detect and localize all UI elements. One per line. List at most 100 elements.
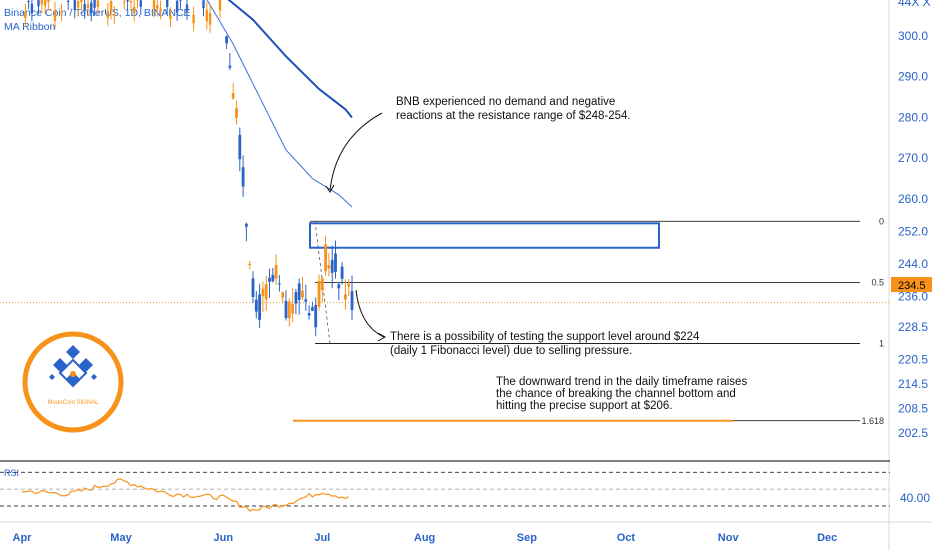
candle-body bbox=[208, 12, 212, 25]
candlesticks bbox=[24, 0, 354, 337]
time-tick-label: Aug bbox=[414, 532, 435, 544]
candle-body bbox=[96, 0, 100, 7]
symbol-title: Binance Coin / TetherUS, 1D, BINANCE bbox=[4, 7, 191, 19]
candle-body bbox=[86, 4, 90, 8]
candle-body bbox=[175, 0, 179, 13]
candle-body bbox=[133, 7, 136, 14]
price-tick-label: 290.0 bbox=[898, 70, 928, 84]
candle-body bbox=[202, 0, 205, 9]
ma-line-ma-fast bbox=[206, 0, 353, 208]
candle-body bbox=[90, 2, 93, 14]
candle-body bbox=[268, 277, 271, 282]
candle-body bbox=[139, 0, 142, 7]
price-axis[interactable]: 300.0 290.0 280.0 270.0 260.0 252.0 244.0 236.0… bbox=[898, 29, 928, 440]
annotation-trend-line3: hitting the precise support at $206. bbox=[496, 400, 672, 412]
candle-body bbox=[254, 299, 258, 312]
logo-center-dot bbox=[70, 371, 76, 377]
time-tick-label: Oct bbox=[617, 532, 636, 544]
candle-body bbox=[106, 11, 109, 18]
candle-body bbox=[228, 65, 232, 68]
candle-body bbox=[334, 253, 337, 272]
candle-body bbox=[231, 93, 235, 99]
candle-body bbox=[113, 14, 116, 17]
rsi-label: RSI bbox=[4, 468, 19, 478]
candle-body bbox=[47, 0, 50, 3]
annotation-resistance-line1: BNB experienced no demand and negative bbox=[396, 96, 615, 108]
price-tick-label: 280.0 bbox=[898, 110, 928, 124]
candle-body bbox=[159, 8, 162, 12]
fib-level-label: 1 bbox=[879, 338, 884, 348]
candle-body bbox=[245, 223, 248, 227]
time-tick-label: Apr bbox=[13, 532, 33, 544]
candle-body bbox=[93, 0, 96, 8]
time-axis[interactable]: Apr May Jun Jul Aug Sep Oct Nov Dec bbox=[13, 532, 838, 544]
price-tick-label: 270.0 bbox=[898, 151, 928, 165]
fibonacci-levels: 0 0.5 1 1.618 bbox=[0, 216, 890, 426]
arrow-support bbox=[355, 289, 385, 338]
price-tick-label: 208.5 bbox=[898, 402, 928, 416]
candle-body bbox=[109, 0, 113, 11]
candle-body bbox=[294, 292, 298, 304]
candle-body bbox=[304, 299, 308, 302]
candle-body bbox=[67, 0, 70, 2]
candle-body bbox=[248, 264, 252, 266]
logo-caption: MoonCoin SIGNAL bbox=[47, 400, 99, 406]
candle-body bbox=[24, 11, 27, 19]
candle-body bbox=[344, 294, 347, 300]
candle-body bbox=[274, 264, 278, 279]
price-tick-label: 244.0 bbox=[898, 257, 928, 271]
mooncoin-logo: MoonCoin SIGNAL bbox=[22, 331, 124, 433]
resistance-zone[interactable] bbox=[309, 222, 660, 249]
candle-body bbox=[251, 278, 255, 297]
candle-body bbox=[258, 294, 261, 320]
candle-body bbox=[152, 0, 156, 10]
rsi-pane bbox=[0, 471, 890, 512]
time-tick-label: Nov bbox=[718, 532, 740, 544]
fib-level-label: 0 bbox=[879, 216, 884, 226]
price-tick-label: 220.5 bbox=[898, 353, 928, 367]
candle-body bbox=[320, 278, 324, 291]
indicator-label: MA Ribbon bbox=[4, 21, 56, 33]
candle-body bbox=[291, 303, 294, 314]
time-tick-label: May bbox=[110, 532, 132, 544]
candle-body bbox=[327, 264, 331, 269]
price-tick-label: 214.5 bbox=[898, 377, 928, 391]
candle-body bbox=[271, 275, 275, 282]
annotation-trend-line2: the chance of breaking the channel botto… bbox=[496, 388, 736, 400]
arrow-support-head bbox=[377, 332, 387, 342]
candle-body bbox=[307, 312, 311, 316]
candle-body bbox=[350, 291, 354, 310]
candle-body bbox=[284, 300, 288, 319]
candle-body bbox=[192, 14, 195, 24]
candle-body bbox=[76, 1, 80, 8]
annotation-resistance-line2: reactions at the resistance range of $24… bbox=[396, 110, 631, 122]
price-tick-label: 236.0 bbox=[898, 290, 928, 304]
fib-level-label: 0.5 bbox=[871, 277, 884, 287]
candle-body bbox=[340, 266, 344, 279]
arrow-resistance bbox=[329, 112, 383, 191]
candle-body bbox=[43, 0, 47, 6]
candle-body bbox=[37, 0, 40, 7]
candle-body bbox=[156, 5, 159, 9]
rsi-level-label: 40.00 bbox=[900, 491, 930, 505]
binance-diamond-icon bbox=[49, 345, 97, 388]
candle-body bbox=[301, 290, 304, 298]
arrow-resistance-head bbox=[325, 184, 335, 193]
candle-body bbox=[317, 280, 321, 307]
time-tick-label: Jul bbox=[314, 532, 330, 544]
price-tick-label: 228.5 bbox=[898, 320, 928, 334]
candle-body bbox=[337, 284, 341, 289]
annotation-support-line2: (daily 1 Fibonacci level) due to selling… bbox=[390, 345, 632, 357]
candle-body bbox=[261, 288, 265, 297]
candle-body bbox=[73, 0, 76, 11]
candle-body bbox=[347, 283, 351, 287]
price-tick-label: 300.0 bbox=[898, 29, 928, 43]
price-tick-label: 202.5 bbox=[898, 426, 928, 440]
annotation-trend-line1: The downward trend in the daily timefram… bbox=[496, 376, 747, 388]
last-price-tag bbox=[891, 277, 932, 292]
last-price-label: 234.5 bbox=[898, 280, 926, 292]
time-tick-label: Dec bbox=[817, 532, 837, 544]
candle-body bbox=[238, 134, 242, 160]
candle-body bbox=[53, 9, 57, 21]
